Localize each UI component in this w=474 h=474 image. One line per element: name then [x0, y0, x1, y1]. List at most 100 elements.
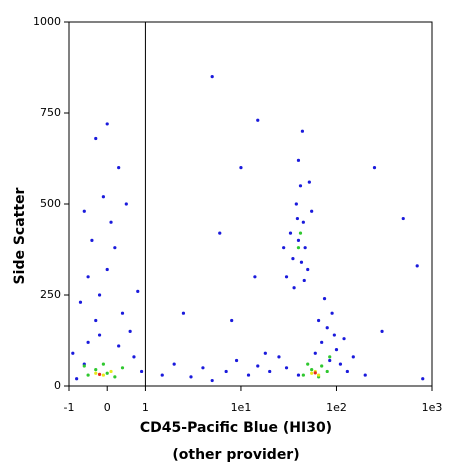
y-tick-label: 250: [40, 288, 61, 301]
y-tick-label: 1000: [33, 15, 61, 28]
point: [101, 373, 105, 377]
x-tick-label: 1e1: [231, 401, 252, 414]
point: [288, 231, 293, 235]
point: [224, 369, 228, 374]
point: [105, 122, 109, 126]
point: [303, 246, 307, 250]
point: [317, 373, 321, 377]
point: [86, 275, 90, 279]
point: [75, 377, 79, 381]
point: [132, 355, 136, 359]
point: [239, 166, 243, 170]
point: [294, 202, 298, 206]
x-tick-label: 0: [104, 401, 111, 414]
y-tick-label: 750: [40, 106, 61, 119]
point: [380, 329, 384, 333]
point: [210, 75, 214, 79]
point: [302, 278, 306, 283]
point: [263, 351, 267, 355]
point: [306, 267, 310, 272]
point: [86, 340, 90, 344]
point: [291, 257, 295, 261]
point: [94, 136, 98, 141]
point: [296, 158, 301, 162]
point: [310, 371, 314, 375]
x-tick-label: 1e2: [326, 401, 347, 414]
point: [296, 238, 301, 242]
point: [351, 355, 355, 359]
point: [253, 275, 257, 279]
point: [284, 275, 289, 279]
point: [101, 195, 105, 199]
x-axis-label: (other provider): [172, 447, 299, 463]
point: [234, 358, 239, 363]
point: [97, 333, 102, 337]
point: [310, 368, 314, 372]
point: [113, 375, 117, 379]
point: [140, 369, 144, 374]
point: [94, 318, 98, 323]
point: [94, 368, 98, 372]
point: [109, 220, 113, 224]
point: [338, 362, 343, 366]
point: [306, 362, 310, 366]
point: [246, 373, 251, 377]
point: [320, 340, 324, 344]
point: [78, 300, 83, 304]
point: [328, 355, 332, 359]
point: [181, 311, 186, 315]
point: [256, 118, 260, 122]
point: [201, 366, 205, 370]
point: [189, 375, 193, 379]
point: [322, 297, 327, 301]
y-tick-label: 0: [54, 379, 61, 392]
point: [301, 373, 305, 377]
point: [296, 246, 301, 250]
point: [136, 289, 140, 293]
y-tick-label: 500: [40, 197, 61, 210]
point: [313, 351, 317, 355]
point: [421, 377, 425, 381]
point: [342, 337, 346, 341]
point: [117, 344, 121, 348]
point: [90, 238, 94, 242]
point: [120, 366, 125, 370]
point: [401, 216, 405, 221]
y-axis-label: Side Scatter: [12, 187, 28, 284]
point: [124, 202, 128, 206]
point: [101, 362, 105, 366]
point: [345, 369, 349, 374]
point: [363, 373, 367, 377]
point: [97, 372, 102, 376]
point: [296, 373, 301, 377]
point: [307, 180, 311, 184]
point: [210, 378, 214, 383]
point: [292, 286, 296, 290]
point: [117, 166, 121, 170]
point: [310, 209, 314, 213]
point: [300, 129, 305, 133]
point: [82, 209, 86, 213]
point: [299, 260, 304, 264]
point: [298, 231, 303, 235]
point: [330, 311, 334, 315]
point: [372, 166, 377, 170]
point: [86, 373, 90, 377]
point: [160, 373, 164, 377]
point: [295, 216, 300, 221]
point: [313, 371, 317, 375]
point: [94, 371, 98, 375]
point: [71, 351, 75, 355]
point: [282, 246, 286, 250]
point: [325, 369, 329, 374]
point: [317, 318, 321, 323]
point: [284, 366, 289, 370]
point: [120, 311, 125, 315]
x-tick-label: 1: [142, 401, 149, 414]
point: [82, 364, 86, 368]
point: [109, 369, 113, 374]
point: [105, 371, 109, 375]
point: [332, 333, 336, 337]
point: [128, 329, 132, 333]
